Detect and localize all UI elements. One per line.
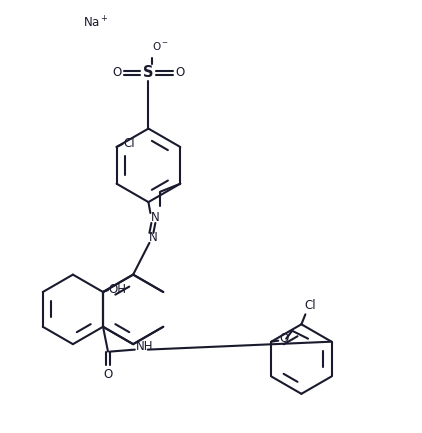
Text: OH: OH [108,282,126,295]
Text: O: O [103,368,113,381]
Text: O: O [279,332,289,345]
Text: O$^-$: O$^-$ [152,40,169,52]
Text: N: N [149,231,157,244]
Text: O: O [112,66,121,79]
Text: O: O [176,66,185,79]
Text: Cl: Cl [124,138,135,151]
Text: NH: NH [136,340,153,353]
Text: Na$^+$: Na$^+$ [83,16,108,31]
Text: Cl: Cl [304,299,316,312]
Text: S: S [143,65,154,81]
Text: N: N [150,211,159,224]
